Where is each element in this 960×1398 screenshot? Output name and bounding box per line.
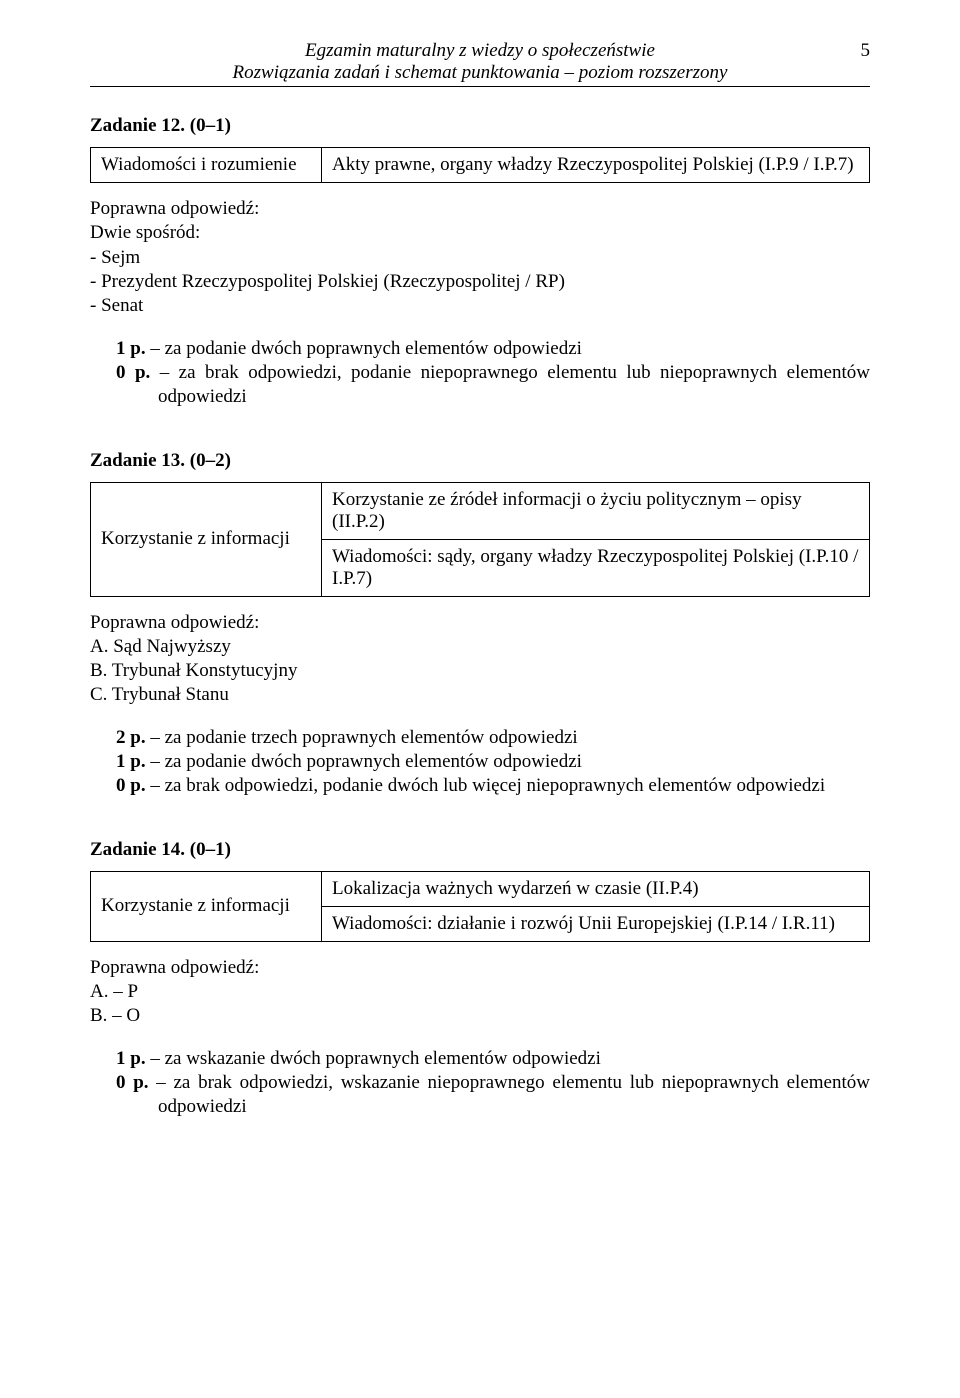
task-13-box-label: Korzystanie z informacji: [91, 482, 322, 596]
task-13-heading: Zadanie 13. (0–2): [90, 450, 870, 472]
task-14-heading: Zadanie 14. (0–1): [90, 839, 870, 861]
task-14-box-content-top: Lokalizacja ważnych wydarzeń w czasie (I…: [322, 871, 870, 906]
task-13-scoring: 2 p. – za podanie trzech poprawnych elem…: [90, 726, 870, 799]
task-13: Zadanie 13. (0–2) Korzystanie z informac…: [90, 450, 870, 799]
task-14-answer-option-b: B. – O: [90, 1004, 870, 1028]
task-12-answer-option-a: - Sejm: [90, 246, 870, 270]
task-13-box-content-top: Korzystanie ze źródeł informacji o życiu…: [322, 482, 870, 539]
task-12-heading: Zadanie 12. (0–1): [90, 115, 870, 137]
task-14-box-content-bottom: Wiadomości: działanie i rozwój Unii Euro…: [322, 906, 870, 941]
header-title-line2: Rozwiązania zadań i schemat punktowania …: [90, 62, 870, 84]
task-14: Zadanie 14. (0–1) Korzystanie z informac…: [90, 839, 870, 1120]
task-14-box: Korzystanie z informacji Lokalizacja waż…: [90, 871, 870, 942]
task-12-answer-option-b: - Prezydent Rzeczypospolitej Polskiej (R…: [90, 270, 870, 294]
task-13-pts-0: 0 p. – za brak odpowiedzi, podanie dwóch…: [116, 774, 870, 798]
task-13-pts-1: 1 p. – za podanie dwóch poprawnych eleme…: [116, 750, 870, 774]
task-12-box: Wiadomości i rozumienie Akty prawne, org…: [90, 147, 870, 183]
page-number: 5: [861, 40, 871, 62]
task-12-box-label: Wiadomości i rozumienie: [91, 148, 322, 183]
header-divider: [90, 86, 870, 87]
task-14-answer-heading: Poprawna odpowiedź:: [90, 956, 870, 980]
task-12-answer-option-c: - Senat: [90, 294, 870, 318]
task-14-box-label: Korzystanie z informacji: [91, 871, 322, 941]
task-13-box-content-bottom: Wiadomości: sądy, organy władzy Rzeczypo…: [322, 539, 870, 596]
task-13-pts-2: 2 p. – za podanie trzech poprawnych elem…: [116, 726, 870, 750]
task-13-answer-option-a: A. Sąd Najwyższy: [90, 635, 870, 659]
task-13-answer-heading: Poprawna odpowiedź:: [90, 611, 870, 635]
task-12-answer-subheading: Dwie spośród:: [90, 221, 870, 245]
task-12-pts-1: 1 p. – za podanie dwóch poprawnych eleme…: [116, 337, 870, 361]
page-header: 5 Egzamin maturalny z wiedzy o społeczeń…: [90, 40, 870, 87]
task-13-answer-option-c: C. Trybunał Stanu: [90, 683, 870, 707]
task-12-answer-heading: Poprawna odpowiedź:: [90, 197, 870, 221]
header-title-line1: Egzamin maturalny z wiedzy o społeczeńst…: [90, 40, 870, 62]
task-12-pts-0: 0 p. – za brak odpowiedzi, podanie niepo…: [116, 361, 870, 410]
task-12-scoring: 1 p. – za podanie dwóch poprawnych eleme…: [90, 337, 870, 410]
task-13-answer-option-b: B. Trybunał Konstytucyjny: [90, 659, 870, 683]
task-14-pts-1: 1 p. – za wskazanie dwóch poprawnych ele…: [116, 1047, 870, 1071]
task-12-box-content: Akty prawne, organy władzy Rzeczypospoli…: [322, 148, 870, 183]
task-14-answer-option-a: A. – P: [90, 980, 870, 1004]
task-12: Zadanie 12. (0–1) Wiadomości i rozumieni…: [90, 115, 870, 410]
task-14-pts-0: 0 p. – za brak odpowiedzi, wskazanie nie…: [116, 1071, 870, 1120]
task-14-scoring: 1 p. – za wskazanie dwóch poprawnych ele…: [90, 1047, 870, 1120]
task-13-box: Korzystanie z informacji Korzystanie ze …: [90, 482, 870, 597]
document-page: 5 Egzamin maturalny z wiedzy o społeczeń…: [0, 0, 960, 1398]
